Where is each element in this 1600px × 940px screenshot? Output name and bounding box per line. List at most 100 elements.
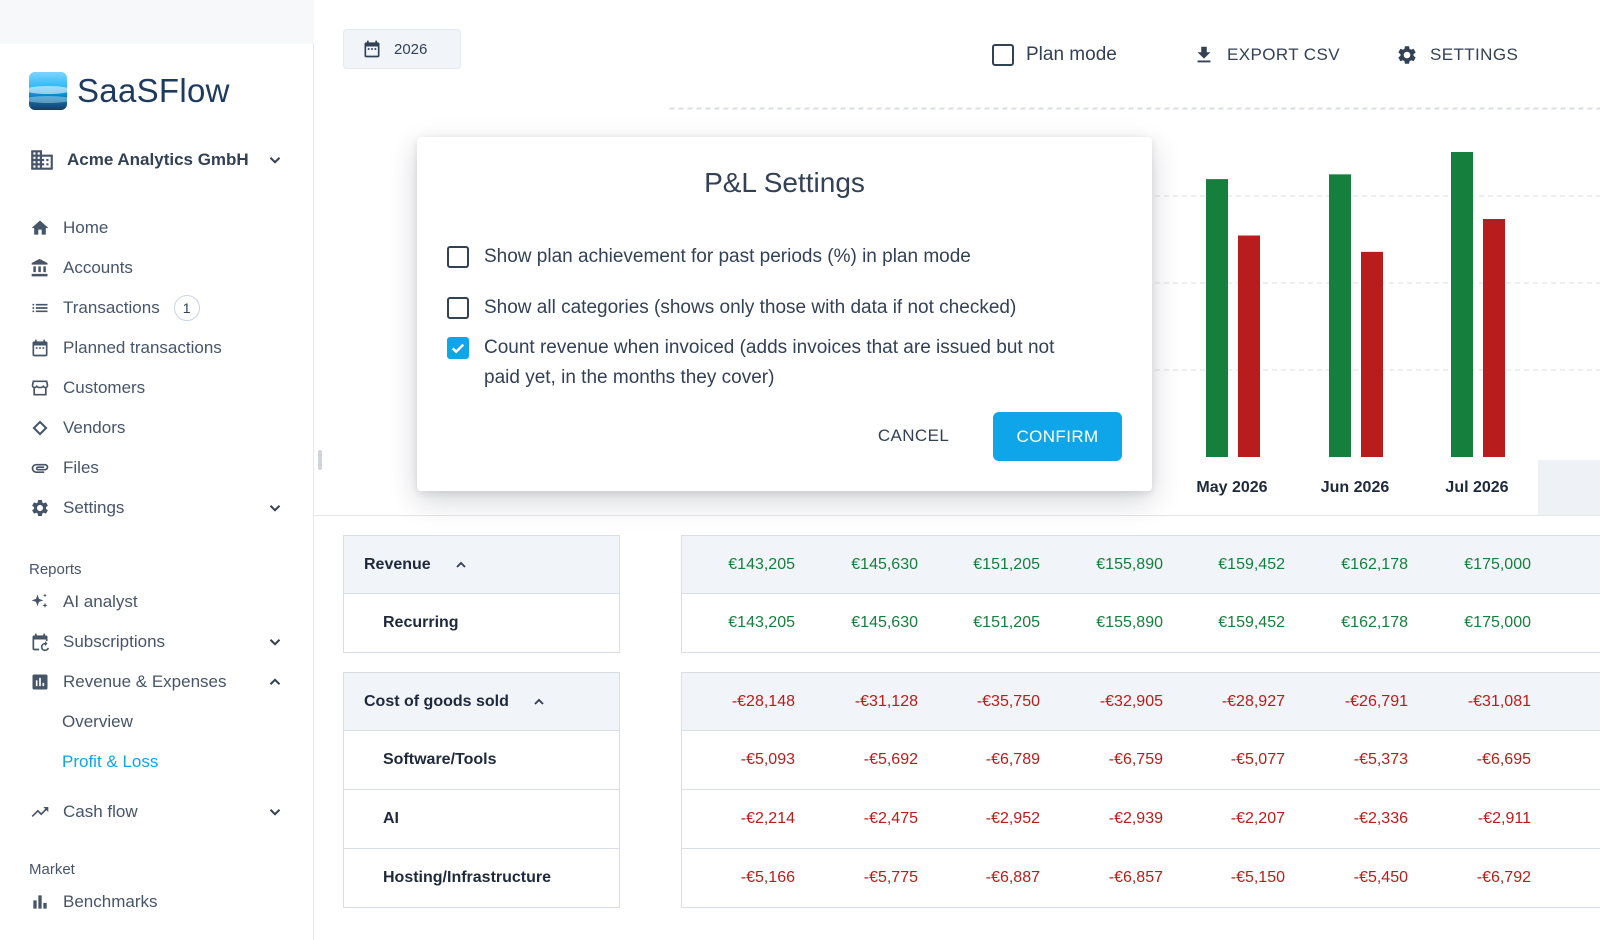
handshake-icon <box>29 417 51 439</box>
nav-profit-loss[interactable]: Profit & Loss <box>62 752 159 771</box>
option-plan-achievement[interactable]: Show plan achievement for past periods (… <box>447 242 1094 272</box>
nav-customers[interactable]: Customers <box>29 368 284 408</box>
month-label: Jun 2026 <box>1321 479 1390 496</box>
row-label[interactable]: AI <box>343 790 620 849</box>
total-cell: -€28,148 <box>731 693 795 710</box>
nav-ai-analyst[interactable]: AI analyst <box>29 582 284 622</box>
value-cell: -€6,789 <box>985 751 1040 768</box>
chevron-up-icon[interactable] <box>453 557 469 573</box>
confirm-button[interactable]: CONFIRM <box>993 412 1122 461</box>
cancel-button[interactable]: CANCEL <box>877 426 950 445</box>
nav-settings[interactable]: Settings <box>29 488 284 528</box>
chevron-down-icon <box>269 809 281 816</box>
bank-icon <box>29 257 51 279</box>
reports-section-label: Reports <box>29 561 82 578</box>
chevron-up-icon <box>269 678 281 685</box>
value-cell: €162,178 <box>1341 614 1408 631</box>
row-label[interactable]: Recurring <box>343 594 620 653</box>
nav-cash-flow[interactable]: Cash flow <box>29 792 284 832</box>
value-cell: -€2,207 <box>1230 810 1285 827</box>
group-header[interactable]: Revenue <box>343 535 620 594</box>
gear-icon <box>1398 46 1416 64</box>
table-row: -€5,093 -€5,692 -€6,789 -€6,759 -€5,077 -€5,3… <box>681 731 1600 790</box>
nav-label: AI analyst <box>63 592 138 611</box>
row-label[interactable]: Hosting/Infrastructure <box>343 849 620 908</box>
month-label: Jul 2026 <box>1445 479 1508 496</box>
value-cell: €143,205 <box>728 614 795 631</box>
total-cell: -€26,791 <box>1344 693 1408 710</box>
value-cell: -€6,887 <box>985 869 1040 886</box>
table-row: -€5,166 -€5,775 -€6,887 -€6,857 -€5,150 -€5,4… <box>681 849 1600 908</box>
value-cell: €159,452 <box>1218 614 1285 631</box>
value-cell: -€2,952 <box>985 810 1040 827</box>
total-cell: €162,178 <box>1341 556 1408 573</box>
value-cell: -€6,695 <box>1476 751 1531 768</box>
group-header[interactable]: Cost of goods sold <box>343 672 620 731</box>
nav-overview[interactable]: Overview <box>62 712 133 731</box>
nav-label: Revenue & Expenses <box>63 672 227 691</box>
building-icon <box>31 150 53 170</box>
company-switcher[interactable]: Acme Analytics GmbH <box>29 145 284 175</box>
nav-transactions[interactable]: Transactions 1 <box>29 288 284 328</box>
nav-subscriptions[interactable]: Subscriptions <box>29 622 284 662</box>
nav-benchmarks[interactable]: Benchmarks <box>29 882 284 922</box>
cost-bar[interactable] <box>1238 235 1260 457</box>
group-label: Revenue <box>364 555 431 573</box>
nav-label: Subscriptions <box>63 632 166 651</box>
count-revenue-checkbox[interactable] <box>447 337 469 359</box>
nav-home[interactable]: Home <box>29 208 284 248</box>
value-cell: -€5,450 <box>1353 869 1408 886</box>
chevron-up-icon[interactable] <box>531 694 547 710</box>
export-label: EXPORT CSV <box>1227 45 1340 64</box>
group-label: Cost of goods sold <box>364 692 509 710</box>
total-cell: €159,452 <box>1218 556 1285 573</box>
table-row: €143,205 €145,630 €151,205 €155,890 €159,452… <box>681 594 1600 653</box>
plan-mode-toggle[interactable]: Plan mode <box>992 38 1117 72</box>
calendar-icon <box>364 40 380 58</box>
value-cell: -€5,093 <box>740 751 795 768</box>
option-label: Show plan achievement for past periods (… <box>484 246 971 267</box>
total-cell: €151,205 <box>973 556 1040 573</box>
row-label[interactable]: Software/Tools <box>343 731 620 790</box>
nav-revenue-expenses[interactable]: Revenue & Expenses <box>29 662 284 702</box>
year-picker[interactable]: 2026 <box>343 29 461 69</box>
total-cell: -€28,927 <box>1221 693 1285 710</box>
show-all-categories-checkbox[interactable] <box>447 297 469 319</box>
option-count-revenue-invoiced[interactable]: Count revenue when invoiced (adds invoic… <box>447 333 1094 393</box>
nav-planned-transactions[interactable]: Planned transactions <box>29 328 284 368</box>
trend-icon <box>29 801 51 823</box>
cost-bar[interactable] <box>1361 251 1383 457</box>
home-icon <box>29 217 51 239</box>
total-cell: €145,630 <box>851 556 918 573</box>
calendar-sync-icon <box>29 631 51 653</box>
total-cell: -€32,905 <box>1099 693 1163 710</box>
checkmark-icon <box>451 343 465 354</box>
option-show-all-categories[interactable]: Show all categories (shows only those wi… <box>447 293 1094 323</box>
revenue-bar[interactable] <box>1329 174 1351 457</box>
plan-mode-checkbox[interactable] <box>992 44 1014 66</box>
next-month-column[interactable] <box>1538 460 1600 515</box>
download-icon <box>1197 46 1211 63</box>
nav-files[interactable]: Files <box>29 448 284 488</box>
option-label: Show all categories (shows only those wi… <box>484 297 1017 318</box>
value-cell: €155,890 <box>1096 614 1163 631</box>
value-cell: -€6,792 <box>1476 869 1531 886</box>
store-icon <box>29 377 51 399</box>
revenue-bar[interactable] <box>1451 152 1473 457</box>
market-section-label: Market <box>29 861 75 878</box>
revenue-bar[interactable] <box>1206 179 1228 457</box>
app-logo[interactable]: SaaSFlow <box>29 72 230 110</box>
plan-achievement-checkbox[interactable] <box>447 246 469 268</box>
nav-accounts[interactable]: Accounts <box>29 248 284 288</box>
calendar-icon <box>29 337 51 359</box>
sidebar-resize-handle[interactable] <box>318 450 322 470</box>
value-cell: €145,630 <box>851 614 918 631</box>
total-cell: €143,205 <box>728 556 795 573</box>
value-cell: -€2,336 <box>1353 810 1408 827</box>
nav-vendors[interactable]: Vendors <box>29 408 284 448</box>
settings-button[interactable]: SETTINGS <box>1396 38 1518 72</box>
export-csv-button[interactable]: EXPORT CSV <box>1193 38 1340 72</box>
cost-bar[interactable] <box>1483 219 1505 457</box>
month-label: May 2026 <box>1196 479 1267 496</box>
